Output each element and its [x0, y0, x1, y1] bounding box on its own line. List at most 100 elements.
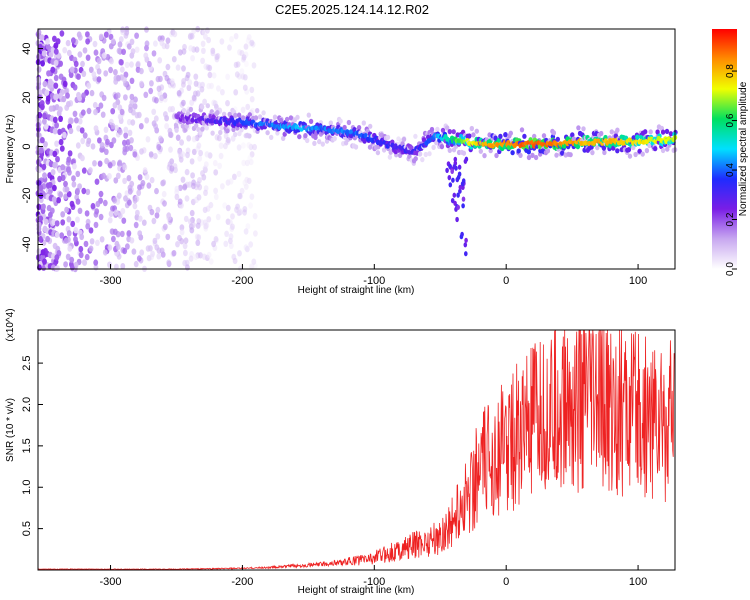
heatmap-cell	[67, 245, 73, 252]
heatmap-cell	[234, 71, 240, 78]
heatmap-cell	[185, 151, 190, 159]
heatmap-cell	[51, 196, 57, 203]
heatmap-cell	[121, 48, 126, 55]
heatmap-cell	[88, 66, 94, 74]
snr-y-label: SNR (10 * v/v)	[5, 398, 16, 462]
heatmap-cell	[135, 60, 141, 68]
y-tick-label: 1.0	[21, 480, 33, 495]
colorbar-gradient	[712, 29, 737, 269]
heatmap-cell	[60, 211, 66, 218]
heatmap-cell	[109, 58, 114, 65]
heatmap-cell	[107, 261, 112, 268]
heatmap-cell	[197, 155, 203, 162]
heatmap-cell	[159, 39, 165, 46]
heatmap-cell	[599, 130, 604, 137]
heatmap-cell	[576, 125, 581, 131]
heatmap-cell	[181, 65, 186, 72]
heatmap-cell	[275, 130, 280, 136]
heatmap-cell	[216, 134, 222, 142]
heatmap-cell	[85, 223, 91, 230]
heatmap-cell	[73, 227, 79, 234]
heatmap-cell	[122, 139, 127, 147]
heatmap-cell	[110, 123, 116, 130]
heatmap-cell	[246, 34, 252, 41]
heatmap-cell	[471, 132, 476, 138]
heatmap-cell	[218, 152, 224, 160]
heatmap-cell	[98, 190, 104, 198]
heatmap-cell	[93, 108, 98, 116]
heatmap-cell	[39, 34, 45, 41]
heatmap-cell	[136, 189, 142, 196]
heatmap-cell	[139, 148, 144, 155]
heatmap-cell	[213, 236, 219, 243]
heatmap-cell	[202, 206, 208, 214]
heatmap-cell	[137, 184, 142, 191]
heatmap-cell	[66, 191, 72, 198]
heatmap-cell	[640, 151, 645, 157]
heatmap-cell	[44, 89, 50, 96]
heatmap-cell	[247, 154, 253, 162]
heatmap-cell	[198, 149, 204, 157]
heatmap-cell	[225, 73, 231, 81]
heatmap-cell	[644, 148, 650, 154]
heatmap-cell	[41, 50, 47, 57]
heatmap-cell	[516, 148, 521, 154]
heatmap-cell	[221, 111, 227, 117]
heatmap-cell	[146, 254, 152, 262]
heatmap-cell	[202, 98, 208, 106]
heatmap-cell	[451, 177, 455, 183]
heatmap-cell	[243, 228, 249, 235]
x-tick-label: -100	[363, 576, 385, 588]
heatmap-cell	[518, 152, 523, 158]
heatmap-cell	[77, 94, 82, 102]
y-tick-label: 0.5	[21, 521, 33, 536]
heatmap-cell	[38, 147, 44, 154]
heatmap-cell	[93, 125, 99, 132]
heatmap-cell	[368, 123, 373, 129]
heatmap-cell	[123, 126, 129, 133]
heatmap-cell	[187, 79, 193, 86]
heatmap-cell	[88, 227, 94, 234]
heatmap-cell	[93, 49, 99, 56]
heatmap-cell	[76, 73, 81, 80]
heatmap-cell	[122, 164, 128, 171]
heatmap-cell	[63, 180, 68, 188]
heatmap-cell	[214, 103, 219, 109]
heatmap-cell	[72, 84, 78, 91]
heatmap-cell	[235, 61, 241, 68]
heatmap-cell	[140, 179, 146, 187]
heatmap-cell	[448, 182, 453, 188]
heatmap-cell	[117, 41, 123, 48]
heatmap-cell	[249, 263, 255, 270]
heatmap-cell	[233, 33, 239, 40]
heatmap-cell	[86, 107, 92, 115]
heatmap-cell	[54, 254, 60, 261]
heatmap-cell	[161, 179, 167, 186]
heatmap-cell	[488, 148, 493, 154]
heatmap-cell	[219, 125, 224, 131]
heatmap-cell	[52, 128, 58, 135]
heatmap-cell	[648, 129, 653, 135]
heatmap-cell	[225, 128, 230, 134]
heatmap-cell	[212, 159, 218, 167]
heatmap-cell	[463, 158, 468, 164]
heatmap-cell	[239, 187, 245, 195]
heatmap-cell	[183, 215, 189, 223]
heatmap-cell	[202, 219, 208, 226]
heatmap-cell	[126, 118, 132, 126]
heatmap-cell	[110, 108, 116, 115]
heatmap-cell	[95, 200, 101, 208]
heatmap-cell	[236, 209, 242, 217]
heatmap-cell	[236, 73, 242, 80]
heatmap-cell	[498, 133, 503, 139]
heatmap-cell	[143, 52, 149, 59]
heatmap-cell	[342, 124, 347, 131]
heatmap-cell	[108, 210, 114, 217]
heatmap-cell	[609, 129, 614, 135]
heatmap-cell	[206, 82, 212, 90]
heatmap-cell	[71, 181, 77, 188]
heatmap-cell	[119, 59, 124, 66]
heatmap-cell	[223, 142, 228, 150]
heatmap-cell	[102, 199, 108, 207]
heatmap-cell	[243, 51, 249, 58]
